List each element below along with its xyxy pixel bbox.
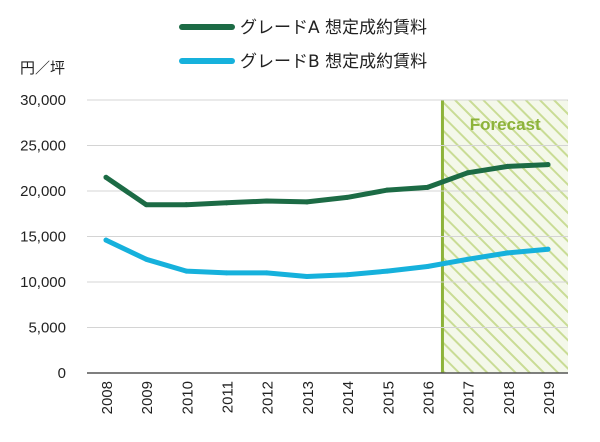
data-point: [424, 264, 430, 270]
data-point: [103, 237, 109, 243]
series-line-grade-a: [103, 162, 551, 208]
x-tick-label: 2016: [420, 381, 437, 414]
data-point: [465, 170, 471, 176]
data-point: [304, 274, 310, 280]
series-line-grade-b: [103, 237, 551, 279]
x-tick-label: 2009: [139, 381, 156, 414]
x-tick-label: 2017: [461, 381, 478, 414]
y-tick-label: 0: [58, 365, 66, 382]
data-point: [183, 268, 189, 274]
data-point: [465, 256, 471, 262]
data-point: [103, 174, 109, 180]
data-point: [505, 250, 511, 256]
x-tick-label: 2011: [220, 381, 237, 413]
data-point: [545, 246, 551, 252]
y-tick-label: 20,000: [20, 183, 66, 200]
data-point: [224, 270, 230, 276]
data-point: [224, 200, 230, 206]
legend-label: グレードB 想定成約賃料: [240, 52, 427, 72]
legend-label: グレードA 想定成約賃料: [240, 18, 427, 38]
data-point: [505, 163, 511, 169]
y-tick-label: 15,000: [20, 229, 66, 246]
data-point: [143, 202, 149, 208]
y-tick-label: 30,000: [20, 92, 66, 109]
data-point: [304, 199, 310, 205]
data-point: [344, 194, 350, 200]
x-tick-label: 2015: [380, 381, 397, 414]
data-point: [183, 202, 189, 208]
x-tick-label: 2018: [501, 381, 518, 414]
x-tick-label: 2013: [300, 381, 317, 414]
y-tick-label: 10,000: [20, 274, 66, 291]
y-axis-unit-label: 円／坪: [20, 59, 65, 77]
forecast-label: Forecast: [470, 115, 541, 134]
data-point: [545, 162, 551, 168]
data-point: [264, 198, 270, 204]
data-point: [143, 256, 149, 262]
x-tick-label: 2012: [260, 381, 277, 414]
x-tick-label: 2019: [541, 381, 558, 414]
data-point: [384, 187, 390, 193]
data-point: [344, 272, 350, 278]
y-tick-label: 5,000: [28, 320, 66, 337]
data-point: [264, 270, 270, 276]
x-tick-label: 2008: [99, 381, 116, 414]
data-point: [384, 268, 390, 274]
x-tick-label: 2014: [340, 381, 357, 414]
x-tick-label: 2010: [179, 381, 196, 414]
y-tick-label: 25,000: [20, 138, 66, 155]
data-point: [424, 184, 430, 190]
